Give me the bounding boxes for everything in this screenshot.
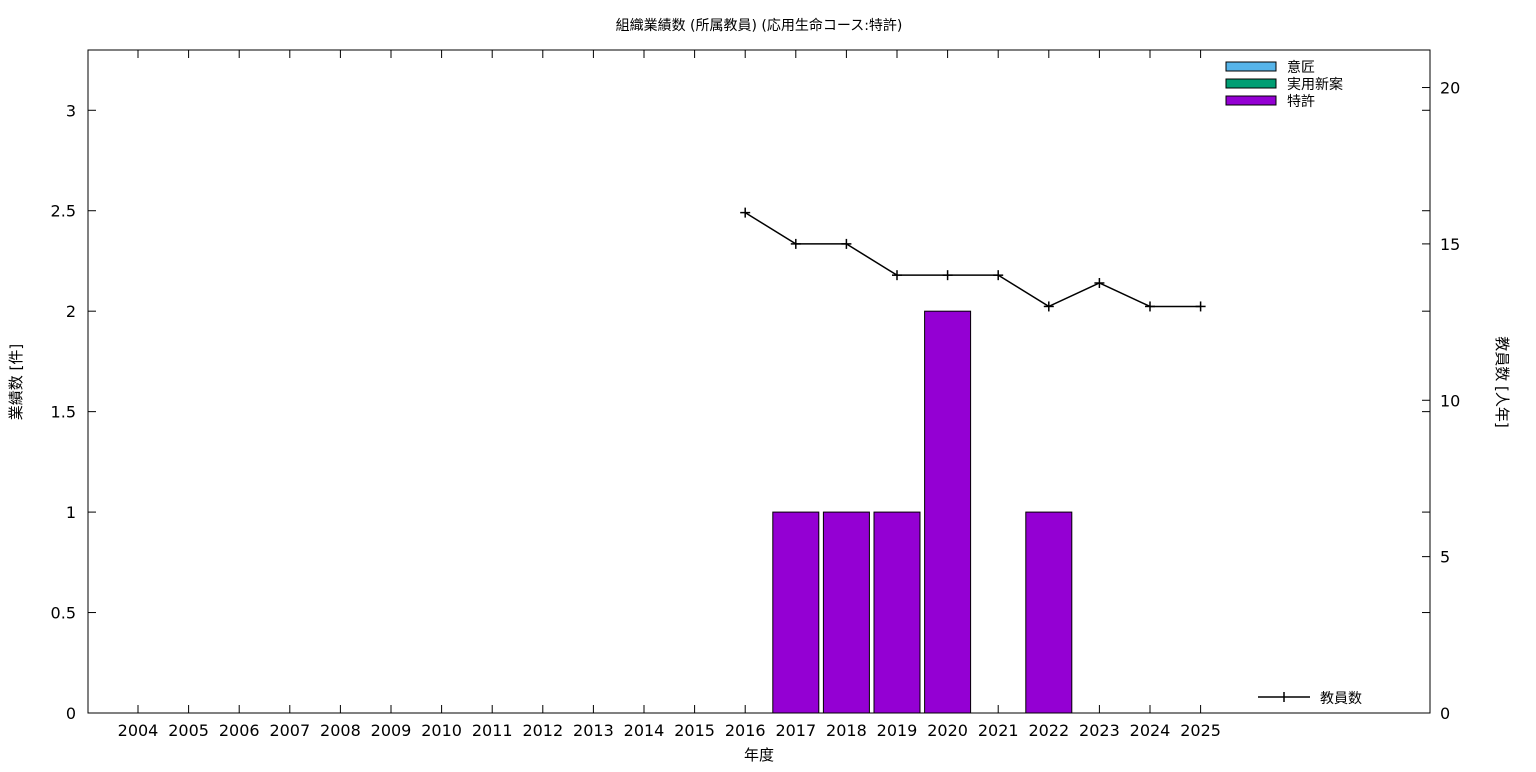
x-tick-label: 2019 xyxy=(877,721,918,740)
legend-label: 教員数 xyxy=(1320,691,1362,707)
y2-tick-label: 20 xyxy=(1440,79,1460,98)
x-tick-label: 2015 xyxy=(674,721,715,740)
x-tick-label: 2005 xyxy=(168,721,209,740)
plot-area: 0 0.5 1 1.5 2 2.5 3 0 5 10 15 20 2004 2005 2006 2007 200… xyxy=(51,49,1460,740)
legend-label: 意匠 xyxy=(1287,59,1315,76)
x-tick-label: 2010 xyxy=(421,721,462,740)
bar-2020 xyxy=(924,310,972,714)
legend-label: 実用新案 xyxy=(1287,76,1343,93)
bar-2022 xyxy=(1025,511,1073,714)
x-tick-label: 2023 xyxy=(1079,721,1120,740)
x-tick-label: 2016 xyxy=(725,721,766,740)
line-point-2023 xyxy=(1094,277,1105,288)
line-point-2016 xyxy=(740,207,751,218)
x-tick-label: 2006 xyxy=(219,721,260,740)
x-tick-label: 2024 xyxy=(1130,721,1171,740)
y2-axis-label: 教員数 [人年] xyxy=(1493,336,1511,427)
line-point-2018 xyxy=(841,238,852,249)
y2-tick-label: 10 xyxy=(1440,391,1460,410)
line-point-2017 xyxy=(790,238,801,249)
x-tick-label: 2018 xyxy=(826,721,867,740)
x-tick-label: 2025 xyxy=(1180,721,1221,740)
x-tick-label: 2017 xyxy=(775,721,816,740)
x-tick-label: 2009 xyxy=(371,721,412,740)
legend-swatch xyxy=(1225,78,1277,89)
bar-2019 xyxy=(873,511,921,714)
legend-swatch xyxy=(1225,61,1277,72)
line-point-2024 xyxy=(1145,301,1155,312)
legend-swatch xyxy=(1225,95,1277,106)
x-tick-label: 2020 xyxy=(927,721,968,740)
y-tick-label: 0.5 xyxy=(51,604,76,623)
x-tick-label: 2012 xyxy=(522,721,563,740)
x-tick-label: 2008 xyxy=(320,721,361,740)
y-tick-label: 1 xyxy=(66,503,76,522)
plot-frame xyxy=(87,49,1431,714)
line-point-2019 xyxy=(892,270,902,281)
x-tick-label: 2004 xyxy=(118,721,159,740)
y2-tick-label: 0 xyxy=(1440,704,1450,723)
x-axis-label: 年度 xyxy=(744,746,774,764)
x-tick-label: 2022 xyxy=(1028,721,1069,740)
line-series-teachers xyxy=(744,211,1201,308)
y-axis-label: 業績数 [件] xyxy=(7,344,25,420)
y2-tick-label: 5 xyxy=(1440,548,1450,567)
legend-label: 特許 xyxy=(1287,94,1315,110)
line-point-2025 xyxy=(1195,301,1206,312)
bar-2018 xyxy=(822,511,870,714)
x-tick-label: 2007 xyxy=(269,721,310,740)
y-tick-label: 1.5 xyxy=(51,403,76,422)
x-tick-label: 2011 xyxy=(472,721,513,740)
chart-title: 組織業績数 (所属教員) (応用生命コース:特許) xyxy=(616,17,903,34)
y-tick-label: 2 xyxy=(66,302,76,321)
line-point-2021 xyxy=(993,270,1004,281)
x-tick-label: 2021 xyxy=(978,721,1019,740)
y-tick-label: 0 xyxy=(66,704,76,723)
y-tick-label: 2.5 xyxy=(51,202,76,221)
bar-2017 xyxy=(772,511,820,714)
x-tick-label: 2014 xyxy=(624,721,665,740)
x-tick-label: 2013 xyxy=(573,721,614,740)
y2-tick-label: 15 xyxy=(1440,235,1460,254)
line-point-2020 xyxy=(942,270,953,281)
y-tick-label: 3 xyxy=(66,101,76,120)
line-point-2022 xyxy=(1043,301,1054,312)
